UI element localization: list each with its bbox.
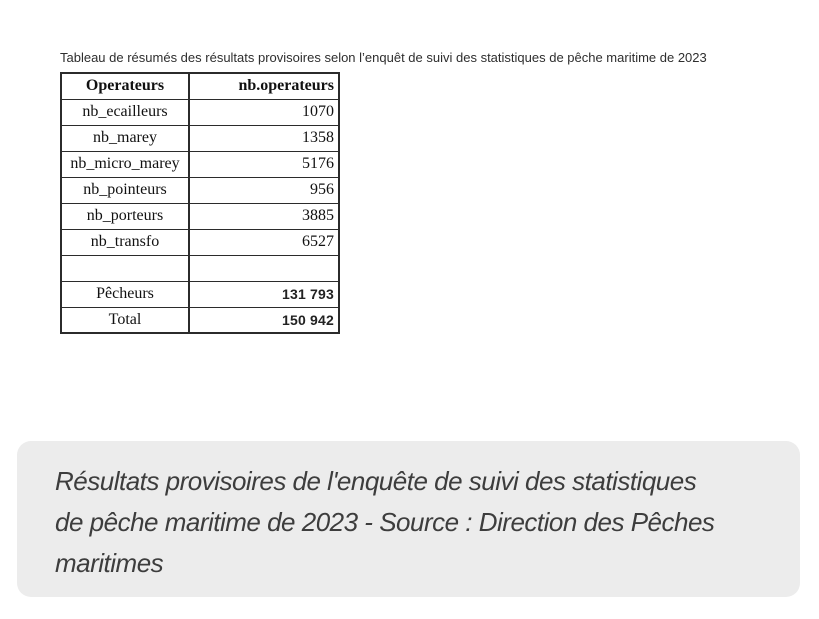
row-value: 150 942 [188, 306, 340, 334]
row-label: nb_marey [60, 124, 190, 152]
table-header-row: Operateurs nb.operateurs [60, 72, 340, 100]
row-label: nb_porteurs [60, 202, 190, 230]
row-value: 1070 [188, 98, 340, 126]
row-label [60, 254, 190, 282]
row-value: 956 [188, 176, 340, 204]
table-row-pecheurs: Pêcheurs 131 793 [60, 280, 340, 308]
row-label: nb_micro_marey [60, 150, 190, 178]
row-label: Pêcheurs [60, 280, 190, 308]
caption-line-2: de pêche maritime de 2023 - Source : Dir… [55, 507, 715, 537]
row-label: nb_ecailleurs [60, 98, 190, 126]
row-value: 131 793 [188, 280, 340, 308]
row-value [188, 254, 340, 282]
caption-box: Résultats provisoires de l'enquête de su… [17, 441, 800, 597]
caption-line-1: Résultats provisoires de l'enquête de su… [55, 466, 697, 496]
row-value: 6527 [188, 228, 340, 256]
column-header-nb-operateurs: nb.operateurs [188, 72, 340, 100]
caption-line-3: maritimes [55, 548, 164, 578]
table-row-nb-porteurs: nb_porteurs 3885 [60, 202, 340, 230]
table-row-empty [60, 254, 340, 282]
table-row-nb-pointeurs: nb_pointeurs 956 [60, 176, 340, 204]
table-row-nb-marey: nb_marey 1358 [60, 124, 340, 152]
row-value: 1358 [188, 124, 340, 152]
results-table: Operateurs nb.operateurs nb_ecailleurs 1… [60, 72, 340, 334]
row-label: nb_pointeurs [60, 176, 190, 204]
row-label: Total [60, 306, 190, 334]
row-label: nb_transfo [60, 228, 190, 256]
column-header-operateurs: Operateurs [60, 72, 190, 100]
table-row-nb-ecailleurs: nb_ecailleurs 1070 [60, 98, 340, 126]
table-row-nb-transfo: nb_transfo 6527 [60, 228, 340, 256]
table-row-nb-micro-marey: nb_micro_marey 5176 [60, 150, 340, 178]
row-value: 5176 [188, 150, 340, 178]
table-row-total: Total 150 942 [60, 306, 340, 334]
table-title: Tableau de résumés des résultats proviso… [60, 50, 707, 65]
row-value: 3885 [188, 202, 340, 230]
